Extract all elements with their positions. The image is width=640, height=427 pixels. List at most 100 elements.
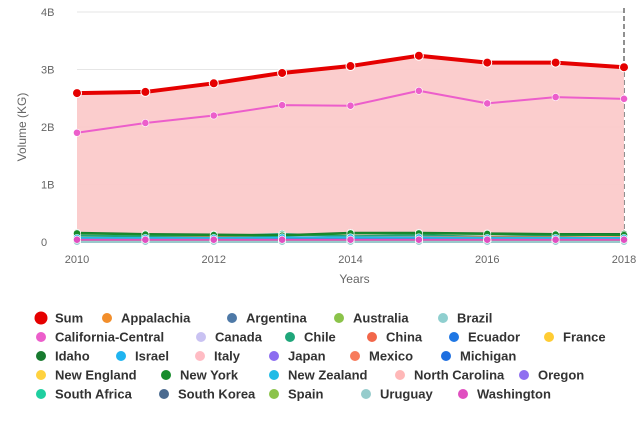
legend-item-3[interactable]: Australia — [334, 311, 409, 326]
legend-item-24[interactable]: Spain — [269, 387, 323, 402]
data-point-0-3[interactable] — [277, 67, 288, 78]
legend-item-11[interactable]: Idaho — [36, 349, 90, 364]
data-point-26-5[interactable] — [414, 235, 423, 244]
data-point-26-8[interactable] — [620, 235, 628, 244]
data-point-26-6[interactable] — [483, 235, 492, 244]
data-point-26-2[interactable] — [209, 235, 218, 244]
data-point-5-0[interactable] — [73, 128, 81, 137]
legend-item-14[interactable]: Japan — [269, 349, 326, 364]
data-point-5-8[interactable] — [620, 94, 628, 103]
legend-item-10[interactable]: France — [544, 330, 606, 345]
legend-item-5[interactable]: California-Central — [36, 330, 164, 345]
data-point-0-6[interactable] — [482, 57, 493, 68]
y-tick-label: 4B — [41, 7, 54, 19]
legend-marker — [196, 332, 206, 342]
y-tick-label: 1B — [41, 180, 54, 192]
legend-marker — [361, 389, 371, 399]
x-axis-title: Years — [339, 272, 369, 286]
legend-item-16[interactable]: Michigan — [441, 349, 516, 364]
legend-marker — [269, 351, 279, 361]
legend-label: Canada — [215, 330, 263, 345]
legend-item-9[interactable]: Ecuador — [449, 330, 520, 345]
data-point-5-4[interactable] — [346, 101, 355, 110]
x-tick-label: 2014 — [338, 254, 362, 266]
legend-item-13[interactable]: Italy — [195, 349, 241, 364]
legend-label: New York — [180, 368, 239, 383]
legend-label: Idaho — [55, 349, 90, 364]
legend-label: New England — [55, 368, 137, 383]
data-point-0-2[interactable] — [208, 78, 219, 89]
legend-label: New Zealand — [288, 368, 368, 383]
legend-marker — [544, 332, 554, 342]
data-point-0-5[interactable] — [413, 50, 424, 61]
area-fill — [77, 55, 624, 243]
data-point-5-3[interactable] — [278, 101, 287, 110]
data-point-5-7[interactable] — [551, 93, 560, 101]
legend-item-1[interactable]: Appalachia — [102, 311, 191, 326]
legend-marker — [159, 389, 169, 399]
data-point-26-3[interactable] — [278, 235, 287, 244]
legend-item-20[interactable]: North Carolina — [395, 368, 505, 383]
legend-label: Brazil — [457, 311, 492, 326]
legend-marker — [334, 313, 344, 323]
legend-label: California-Central — [55, 330, 164, 345]
data-point-5-2[interactable] — [209, 111, 218, 120]
legend-label: Uruguay — [380, 387, 434, 402]
legend-item-8[interactable]: China — [367, 330, 423, 345]
axes: Years Volume (KG) 0 1B 2B 3B 4B 2010 2012 2014 2… — [15, 7, 636, 286]
legend-item-18[interactable]: New York — [161, 368, 239, 383]
y-tick-label: 3B — [41, 65, 54, 77]
legend-label: China — [386, 330, 423, 345]
legend-item-6[interactable]: Canada — [196, 330, 263, 345]
legend-item-23[interactable]: South Korea — [159, 387, 256, 402]
legend-marker — [161, 370, 171, 380]
legend-label: Appalachia — [121, 311, 191, 326]
data-point-5-5[interactable] — [414, 86, 423, 95]
legend-item-26[interactable]: Washington — [458, 387, 551, 402]
legend-item-21[interactable]: Oregon — [519, 368, 584, 383]
legend-label: Oregon — [538, 368, 584, 383]
legend-marker — [449, 332, 459, 342]
legend-marker — [195, 351, 205, 361]
data-point-0-4[interactable] — [345, 61, 356, 72]
legend-item-7[interactable]: Chile — [285, 330, 336, 345]
legend-item-17[interactable]: New England — [36, 368, 137, 383]
data-point-26-1[interactable] — [141, 235, 150, 244]
data-point-0-7[interactable] — [550, 57, 561, 68]
legend-marker — [269, 370, 279, 380]
data-point-0-1[interactable] — [140, 86, 151, 97]
legend[interactable]: Sum Appalachia Argentina Australia Brazil Cal… — [34, 311, 606, 402]
legend-marker — [367, 332, 377, 342]
data-point-26-4[interactable] — [346, 235, 355, 244]
legend-item-22[interactable]: South Africa — [36, 387, 133, 402]
legend-label: Sum — [55, 311, 83, 326]
legend-marker — [102, 313, 112, 323]
data-point-26-0[interactable] — [73, 235, 81, 244]
legend-item-4[interactable]: Brazil — [438, 311, 492, 326]
legend-item-2[interactable]: Argentina — [227, 311, 307, 326]
legend-label: Ecuador — [468, 330, 520, 345]
data-point-26-7[interactable] — [551, 235, 560, 244]
legend-item-0[interactable]: Sum — [34, 311, 84, 326]
series-area-0 — [77, 55, 624, 243]
legend-marker — [227, 313, 237, 323]
legend-label: South Africa — [55, 387, 133, 402]
x-tick-label: 2012 — [202, 254, 226, 266]
data-point-0-0[interactable] — [72, 88, 82, 99]
legend-label: Argentina — [246, 311, 307, 326]
legend-item-15[interactable]: Mexico — [350, 349, 413, 364]
legend-item-19[interactable]: New Zealand — [269, 368, 368, 383]
legend-label: Washington — [477, 387, 551, 402]
data-point-5-1[interactable] — [141, 119, 150, 127]
data-point-0-8[interactable] — [619, 62, 629, 73]
legend-item-25[interactable]: Uruguay — [361, 387, 434, 402]
legend-item-12[interactable]: Israel — [116, 349, 169, 364]
legend-marker — [438, 313, 448, 323]
legend-marker — [36, 332, 46, 342]
legend-marker — [36, 351, 46, 361]
legend-marker — [34, 311, 48, 325]
legend-marker — [269, 389, 279, 399]
data-point-5-6[interactable] — [483, 99, 492, 108]
x-tick-label: 2018 — [612, 254, 636, 266]
